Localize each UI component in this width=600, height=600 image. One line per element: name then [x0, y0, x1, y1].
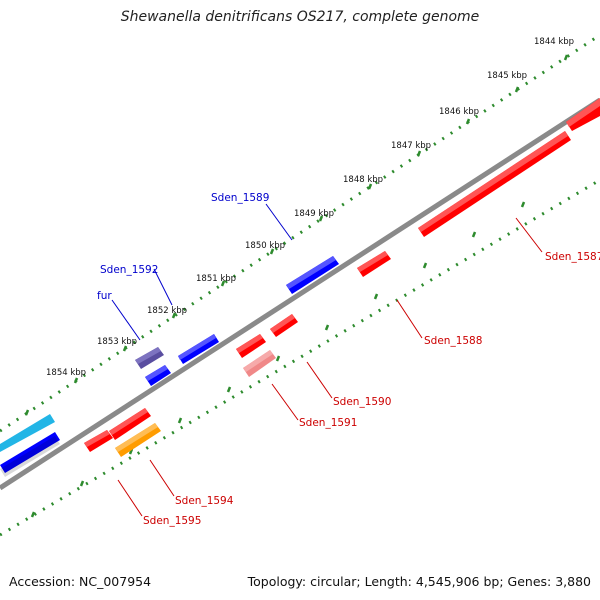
gene-feature[interactable] [135, 347, 164, 369]
scale-label: 1853 kbp [97, 337, 137, 347]
genes-plus-strand [0, 256, 339, 477]
outer-major-ticks [24, 54, 569, 416]
scale-label: 1848 kbp [343, 175, 383, 185]
leader-line [117, 479, 143, 517]
leader-line [271, 383, 299, 421]
gene-feature[interactable] [115, 423, 161, 457]
gene-feature[interactable] [243, 350, 276, 377]
scale-label: 1850 kbp [245, 241, 285, 251]
gene-feature[interactable] [418, 131, 571, 237]
map-title: Shewanella denitrificans OS217, complete… [120, 9, 480, 25]
scale-label: 1847 kbp [391, 141, 431, 151]
leader-line [396, 299, 423, 339]
topology-text: Topology: circular; Length: 4,545,906 bp… [247, 574, 591, 589]
gene-feature[interactable] [145, 365, 171, 386]
accession-text: Accession: NC_007954 [9, 574, 152, 589]
gene-label: Sden_1591 [299, 417, 357, 429]
scale-labels: 1844 kbp 1845 kbp 1846 kbp 1847 kbp 1848… [46, 37, 574, 378]
leader-line [149, 459, 175, 497]
genes-minus-strand [84, 98, 600, 457]
gene-feature[interactable] [286, 256, 339, 294]
scale-label: 1849 kbp [294, 209, 334, 219]
leader-line [515, 217, 543, 253]
scale-label: 1846 kbp [439, 107, 479, 117]
scale-label: 1845 kbp [487, 71, 527, 81]
scale-track-inner [0, 178, 600, 537]
scale-track-outer [0, 33, 600, 433]
leader-line [306, 361, 333, 399]
gene-label: Sden_1588 [424, 335, 482, 347]
gene-feature[interactable] [109, 408, 151, 440]
scale-label: 1854 kbp [46, 368, 86, 378]
gene-label: Sden_1595 [143, 515, 201, 527]
gene-label: Sden_1590 [333, 396, 391, 408]
gene-feature[interactable] [0, 414, 55, 452]
gene-labels: Sden_1589 Sden_1592 fur Sden_1587 Sden_1… [97, 192, 600, 527]
gene-label: Sden_1589 [211, 192, 269, 204]
gene-feature[interactable] [0, 432, 60, 477]
scale-label: 1852 kbp [147, 306, 187, 316]
gene-feature[interactable] [270, 314, 298, 337]
scale-label: 1851 kbp [196, 274, 236, 284]
leader-line [265, 203, 293, 241]
gene-label: fur [97, 290, 112, 302]
gene-feature[interactable] [178, 334, 219, 364]
gene-label: Sden_1594 [175, 495, 234, 507]
gene-label: Sden_1587 [545, 251, 600, 263]
genome-backbone [0, 97, 600, 491]
gene-feature[interactable] [357, 251, 391, 277]
gene-feature[interactable] [84, 430, 113, 452]
leader-line [153, 268, 173, 306]
gene-feature[interactable] [566, 98, 600, 131]
gene-feature[interactable] [236, 334, 266, 358]
gene-label: Sden_1592 [100, 264, 158, 276]
leader-line [111, 299, 141, 341]
scale-label: 1844 kbp [534, 37, 574, 47]
label-leaders [111, 203, 543, 517]
